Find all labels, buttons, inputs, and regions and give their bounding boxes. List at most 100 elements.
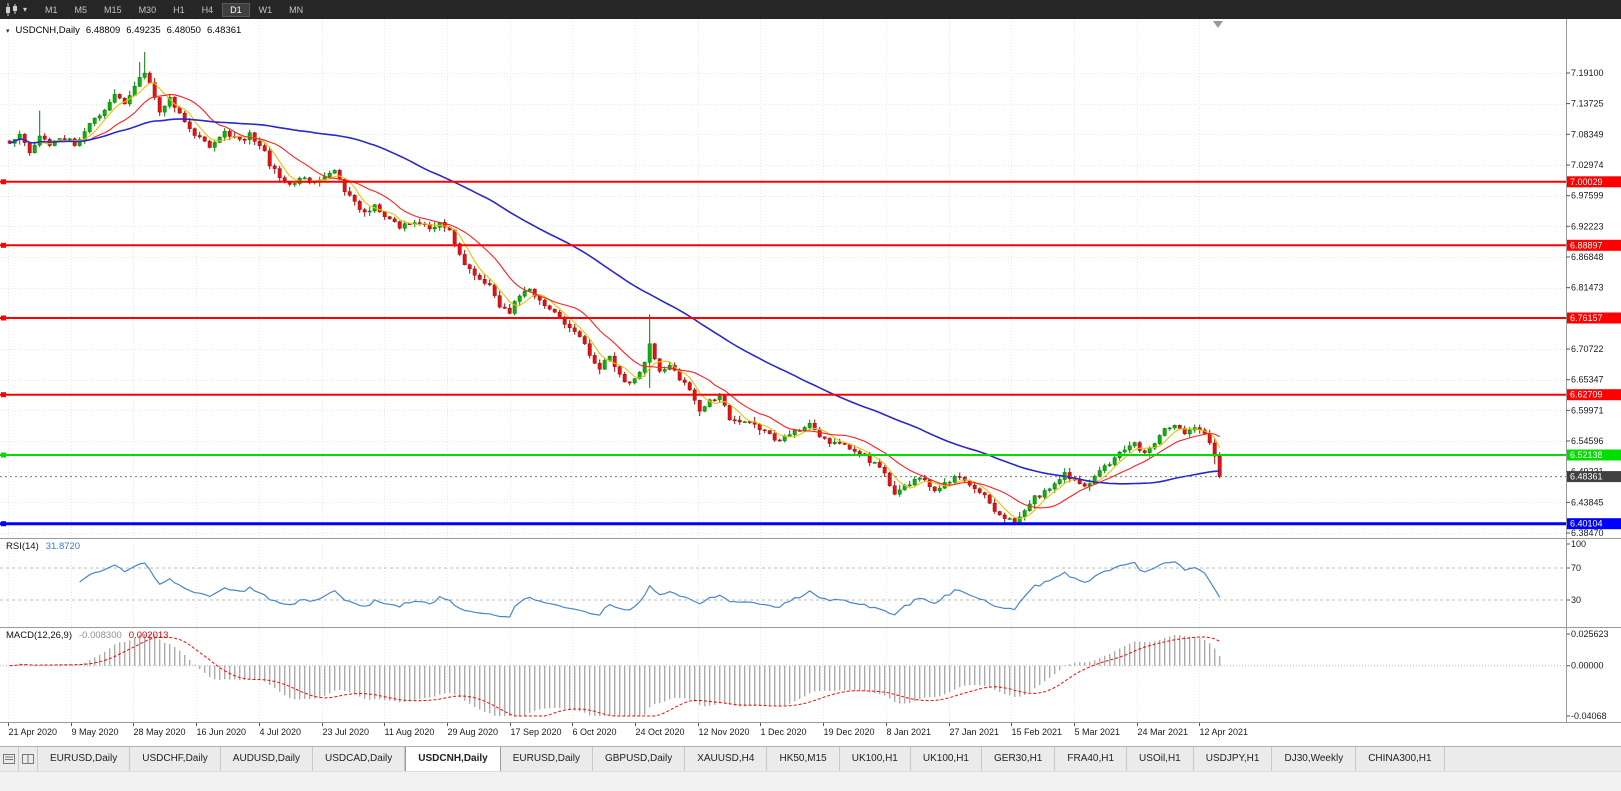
candle-body bbox=[587, 343, 592, 356]
chart-tab-usoil-h1[interactable]: USOil,H1 bbox=[1127, 747, 1194, 771]
level-price-badge bbox=[1567, 518, 1621, 530]
candle-body bbox=[442, 222, 447, 228]
candle-body bbox=[557, 311, 562, 318]
candle-body bbox=[262, 145, 267, 152]
macd-axis-label: 0.00000 bbox=[1571, 661, 1604, 671]
level-left-marker bbox=[1, 452, 6, 458]
candle-body bbox=[717, 395, 722, 401]
chart-tab-usdcad-daily[interactable]: USDCAD,Daily bbox=[313, 747, 406, 771]
chart-tab-ger30-h1[interactable]: GER30,H1 bbox=[982, 747, 1056, 771]
date-label: 27 Jan 2021 bbox=[950, 727, 1000, 737]
price-axis-label: 6.97599 bbox=[1571, 191, 1604, 201]
rsi-indicator-label: RSI(14) 31.8720 bbox=[6, 541, 80, 552]
candle-body bbox=[597, 362, 602, 370]
candle-body bbox=[1022, 510, 1027, 518]
tile-windows-icon[interactable] bbox=[19, 747, 38, 771]
candle-body bbox=[502, 306, 507, 309]
date-label: 12 Apr 2021 bbox=[1200, 727, 1249, 737]
status-strip bbox=[0, 771, 1621, 791]
candle-body bbox=[577, 331, 582, 337]
chart-tab-hk50-m15[interactable]: HK50,M15 bbox=[767, 747, 840, 771]
timeframe-button-m5[interactable]: M5 bbox=[74, 4, 88, 15]
candle-body bbox=[1082, 483, 1087, 487]
candle-body bbox=[242, 139, 247, 141]
candle-body bbox=[937, 487, 942, 492]
candle-body bbox=[832, 441, 837, 444]
timeframe-button-w1[interactable]: W1 bbox=[258, 4, 273, 15]
date-label: 24 Mar 2021 bbox=[1138, 727, 1189, 737]
chart-tab-usdjpy-h1[interactable]: USDJPY,H1 bbox=[1194, 747, 1273, 771]
date-label: 9 May 2020 bbox=[72, 727, 119, 737]
candle-body bbox=[97, 115, 102, 119]
candle-body bbox=[722, 395, 727, 406]
candle-body bbox=[137, 77, 142, 87]
candle-body bbox=[962, 477, 967, 482]
candle-body bbox=[217, 136, 222, 143]
price-axis-label: 6.43845 bbox=[1571, 497, 1604, 507]
timeframe-button-h1[interactable]: H1 bbox=[173, 4, 185, 15]
candle-body bbox=[552, 308, 557, 313]
chart-tab-china300-h1[interactable]: CHINA300,H1 bbox=[1356, 747, 1445, 771]
chart-tab-fra40-h1[interactable]: FRA40,H1 bbox=[1055, 747, 1128, 771]
candle-body bbox=[462, 254, 467, 265]
chart-tab-uk100-h1[interactable]: UK100,H1 bbox=[911, 747, 982, 771]
candle-body bbox=[362, 209, 367, 213]
ohlc-high: 6.49235 bbox=[126, 25, 161, 36]
candlestick-chart-icon[interactable] bbox=[4, 3, 20, 16]
candle-body bbox=[842, 443, 847, 445]
candle-body bbox=[922, 477, 927, 481]
chart-shift-marker-icon[interactable] bbox=[1213, 21, 1223, 28]
candle-body bbox=[207, 140, 212, 148]
chart-tab-eurusd-daily[interactable]: EURUSD,Daily bbox=[501, 747, 593, 771]
price-axis-label: 6.38470 bbox=[1571, 528, 1604, 538]
candle-body bbox=[827, 438, 832, 444]
candle-body bbox=[882, 467, 887, 474]
timeframe-button-h4[interactable]: H4 bbox=[201, 4, 214, 15]
candle-body bbox=[637, 372, 642, 379]
timeframe-button-m15[interactable]: M15 bbox=[104, 4, 122, 15]
collapse-indicator-icon[interactable]: ▾ bbox=[6, 27, 10, 35]
candle-body bbox=[277, 168, 282, 179]
window-list-icon[interactable] bbox=[0, 747, 19, 771]
candle-body bbox=[357, 201, 362, 210]
candle-body bbox=[467, 264, 472, 270]
candle-body bbox=[267, 150, 272, 167]
candle-body bbox=[112, 94, 117, 103]
candle-body bbox=[602, 360, 607, 370]
candle-body bbox=[837, 441, 842, 444]
chart-tab-usdchf-daily[interactable]: USDCHF,Daily bbox=[130, 747, 221, 771]
chart-ohlc-header: ▾ USDCNH,Daily 6.48809 6.49235 6.48050 6… bbox=[6, 25, 241, 36]
timeframe-button-d1[interactable]: D1 bbox=[222, 2, 250, 17]
rsi-line bbox=[79, 561, 1221, 618]
chart-tab-audusd-daily[interactable]: AUDUSD,Daily bbox=[221, 747, 314, 771]
candle-body bbox=[222, 131, 227, 138]
candle-body bbox=[1112, 457, 1117, 465]
date-label: 15 Feb 2021 bbox=[1012, 727, 1063, 737]
candle-body bbox=[92, 117, 97, 124]
candle-body bbox=[1007, 518, 1012, 520]
chart-tab-eurusd-daily[interactable]: EURUSD,Daily bbox=[38, 747, 131, 771]
timeframe-button-m30[interactable]: M30 bbox=[138, 4, 157, 15]
candle-body bbox=[1162, 428, 1167, 436]
chart-type-caret-icon[interactable]: ▾ bbox=[23, 5, 28, 14]
chart-tab-xauusd-h4[interactable]: XAUUSD,H4 bbox=[685, 747, 768, 771]
candle-body bbox=[772, 433, 777, 441]
chart-symbol-label: USDCNH,Daily bbox=[15, 25, 80, 36]
chart-tab-uk100-h1[interactable]: UK100,H1 bbox=[840, 747, 911, 771]
chart-tab-bar: EURUSD,Daily USDCHF,Daily AUDUSD,Daily USDC… bbox=[0, 746, 1621, 771]
candle-body bbox=[1172, 425, 1177, 429]
chart-tab-gbpusd-daily[interactable]: GBPUSD,Daily bbox=[593, 747, 686, 771]
candle-body bbox=[617, 366, 622, 375]
date-label: 29 Aug 2020 bbox=[448, 727, 499, 737]
candle-body bbox=[547, 305, 552, 310]
timeframe-toolbar: ▾ M1 M5 M15 M30 H1 H4 D1 W1 MN bbox=[0, 0, 1621, 19]
candle-body bbox=[142, 72, 147, 78]
chart-tab-usdcnh-daily[interactable]: USDCNH,Daily bbox=[405, 747, 501, 771]
timeframe-button-mn[interactable]: MN bbox=[289, 4, 304, 15]
date-label: 24 Oct 2020 bbox=[636, 727, 685, 737]
timeframe-button-m1[interactable]: M1 bbox=[45, 4, 58, 15]
candle-body bbox=[807, 423, 812, 428]
chart-tab-dj30-weekly[interactable]: DJ30,Weekly bbox=[1272, 747, 1357, 771]
price-chart[interactable]: 21 Apr 2020 9 May 2020 28 May 2020 16 Jun 2… bbox=[0, 19, 1621, 746]
date-label: 11 Aug 2020 bbox=[385, 727, 435, 737]
